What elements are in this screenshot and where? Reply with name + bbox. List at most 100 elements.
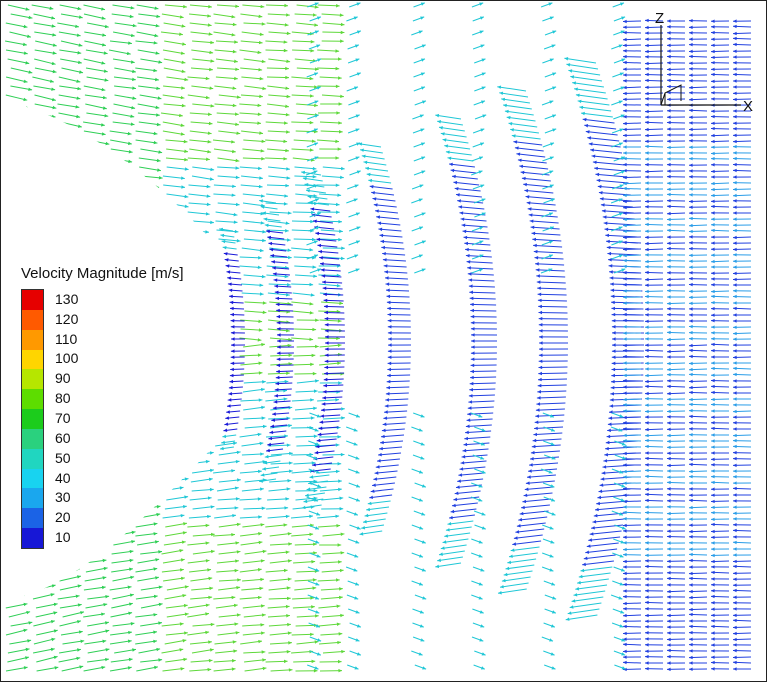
velocity-vector-head	[667, 199, 671, 202]
velocity-vector	[437, 557, 463, 561]
velocity-vector-head	[539, 347, 543, 351]
velocity-vector-head	[259, 41, 263, 44]
velocity-vector-head	[711, 481, 715, 485]
velocity-vector-head	[539, 366, 543, 369]
velocity-vector-head	[260, 284, 264, 287]
velocity-vector-head	[733, 248, 737, 252]
velocity-vector-head	[336, 156, 340, 160]
velocity-vector-head	[645, 121, 649, 125]
velocity-vector-head	[534, 250, 538, 254]
velocity-vector-head	[323, 287, 327, 291]
velocity-vector	[601, 205, 633, 207]
velocity-vector-head	[733, 397, 737, 401]
velocity-vector-head	[689, 608, 693, 612]
velocity-vector-head	[689, 511, 693, 515]
velocity-vector-head	[228, 283, 232, 286]
velocity-vector-head	[645, 271, 649, 275]
velocity-vector-head	[539, 335, 543, 339]
velocity-vector	[505, 111, 534, 115]
velocity-vector-head	[667, 518, 671, 522]
velocity-vector-head	[285, 497, 289, 501]
velocity-vector-head	[527, 475, 531, 479]
velocity-vector-head	[645, 134, 649, 138]
velocity-vector-head	[645, 50, 649, 54]
velocity-vector-head	[419, 526, 423, 529]
colorbar-swatch	[22, 429, 43, 449]
velocity-vector-head	[234, 40, 238, 44]
velocity-vector-head	[645, 157, 649, 161]
velocity-vector-head	[233, 104, 237, 108]
velocity-vector	[575, 585, 607, 589]
velocity-vector-head	[338, 479, 342, 483]
velocity-vector-head	[354, 554, 358, 557]
velocity-vector-head	[711, 667, 715, 671]
velocity-vector-head	[206, 77, 210, 81]
velocity-vector-head	[314, 143, 318, 146]
velocity-vector-head	[384, 410, 388, 414]
velocity-vector-head	[711, 127, 715, 130]
velocity-vector-head	[289, 461, 293, 464]
velocity-vector-head	[310, 398, 314, 401]
velocity-vector	[522, 499, 551, 502]
velocity-vector-head	[667, 271, 671, 275]
velocity-vector	[452, 503, 478, 506]
velocity-vector	[576, 95, 608, 99]
velocity-vector	[503, 105, 532, 109]
velocity-vector-head	[317, 439, 321, 443]
velocity-vector-head	[619, 129, 623, 132]
velocity-vector-head	[387, 301, 391, 305]
velocity-vector-head	[470, 303, 474, 307]
velocity-vector-head	[468, 400, 472, 403]
velocity-vector-head	[645, 223, 649, 227]
velocity-vector-head	[287, 283, 291, 287]
velocity-vector-head	[689, 398, 693, 402]
velocity-vector-head	[479, 3, 483, 6]
velocity-vector-head	[103, 106, 107, 109]
velocity-vector-head	[233, 649, 237, 653]
velocity-vector-head	[324, 366, 328, 370]
velocity-vector-head	[733, 361, 737, 365]
velocity-vector-head	[667, 163, 671, 167]
velocity-vector-head	[532, 238, 536, 242]
velocity-vector-head	[54, 629, 58, 632]
velocity-vector	[531, 227, 560, 229]
velocity-vector	[460, 467, 486, 469]
velocity-vector-head	[667, 469, 671, 472]
velocity-vector-head	[24, 603, 28, 606]
velocity-vector-head	[79, 665, 83, 668]
velocity-vector-head	[733, 638, 737, 642]
velocity-vector-head	[645, 589, 649, 593]
velocity-vector-head	[711, 494, 715, 497]
velocity-vector-head	[276, 376, 280, 380]
velocity-vector-head	[689, 277, 693, 281]
velocity-vector-head	[733, 265, 737, 269]
velocity-vector-head	[667, 331, 671, 335]
velocity-vector-head	[645, 667, 649, 670]
velocity-vector	[529, 463, 558, 465]
velocity-vector-head	[667, 661, 671, 665]
velocity-vector-head	[286, 113, 290, 116]
velocity-vector-head	[645, 620, 649, 624]
velocity-vector-head	[286, 605, 290, 609]
velocity-vector	[538, 379, 567, 380]
velocity-vector-head	[711, 391, 715, 395]
velocity-vector-head	[711, 421, 715, 425]
velocity-vector-head	[77, 7, 81, 10]
velocity-vector-head	[645, 55, 649, 59]
velocity-vector-head	[154, 34, 158, 37]
velocity-vector-head	[537, 280, 541, 284]
velocity-vector-head	[623, 482, 627, 485]
velocity-vector-head	[711, 115, 715, 119]
velocity-vector-head	[286, 13, 290, 16]
velocity-vector-head	[623, 325, 627, 328]
velocity-vector-head	[539, 311, 543, 315]
velocity-vector-head	[539, 329, 543, 333]
velocity-vector-head	[357, 73, 361, 76]
velocity-vector-head	[623, 589, 627, 592]
velocity-vector-head	[689, 235, 693, 239]
velocity-vector-head	[645, 415, 649, 419]
velocity-vector-head	[711, 283, 715, 287]
velocity-vector-head	[645, 295, 649, 299]
velocity-vector-head	[184, 140, 188, 144]
